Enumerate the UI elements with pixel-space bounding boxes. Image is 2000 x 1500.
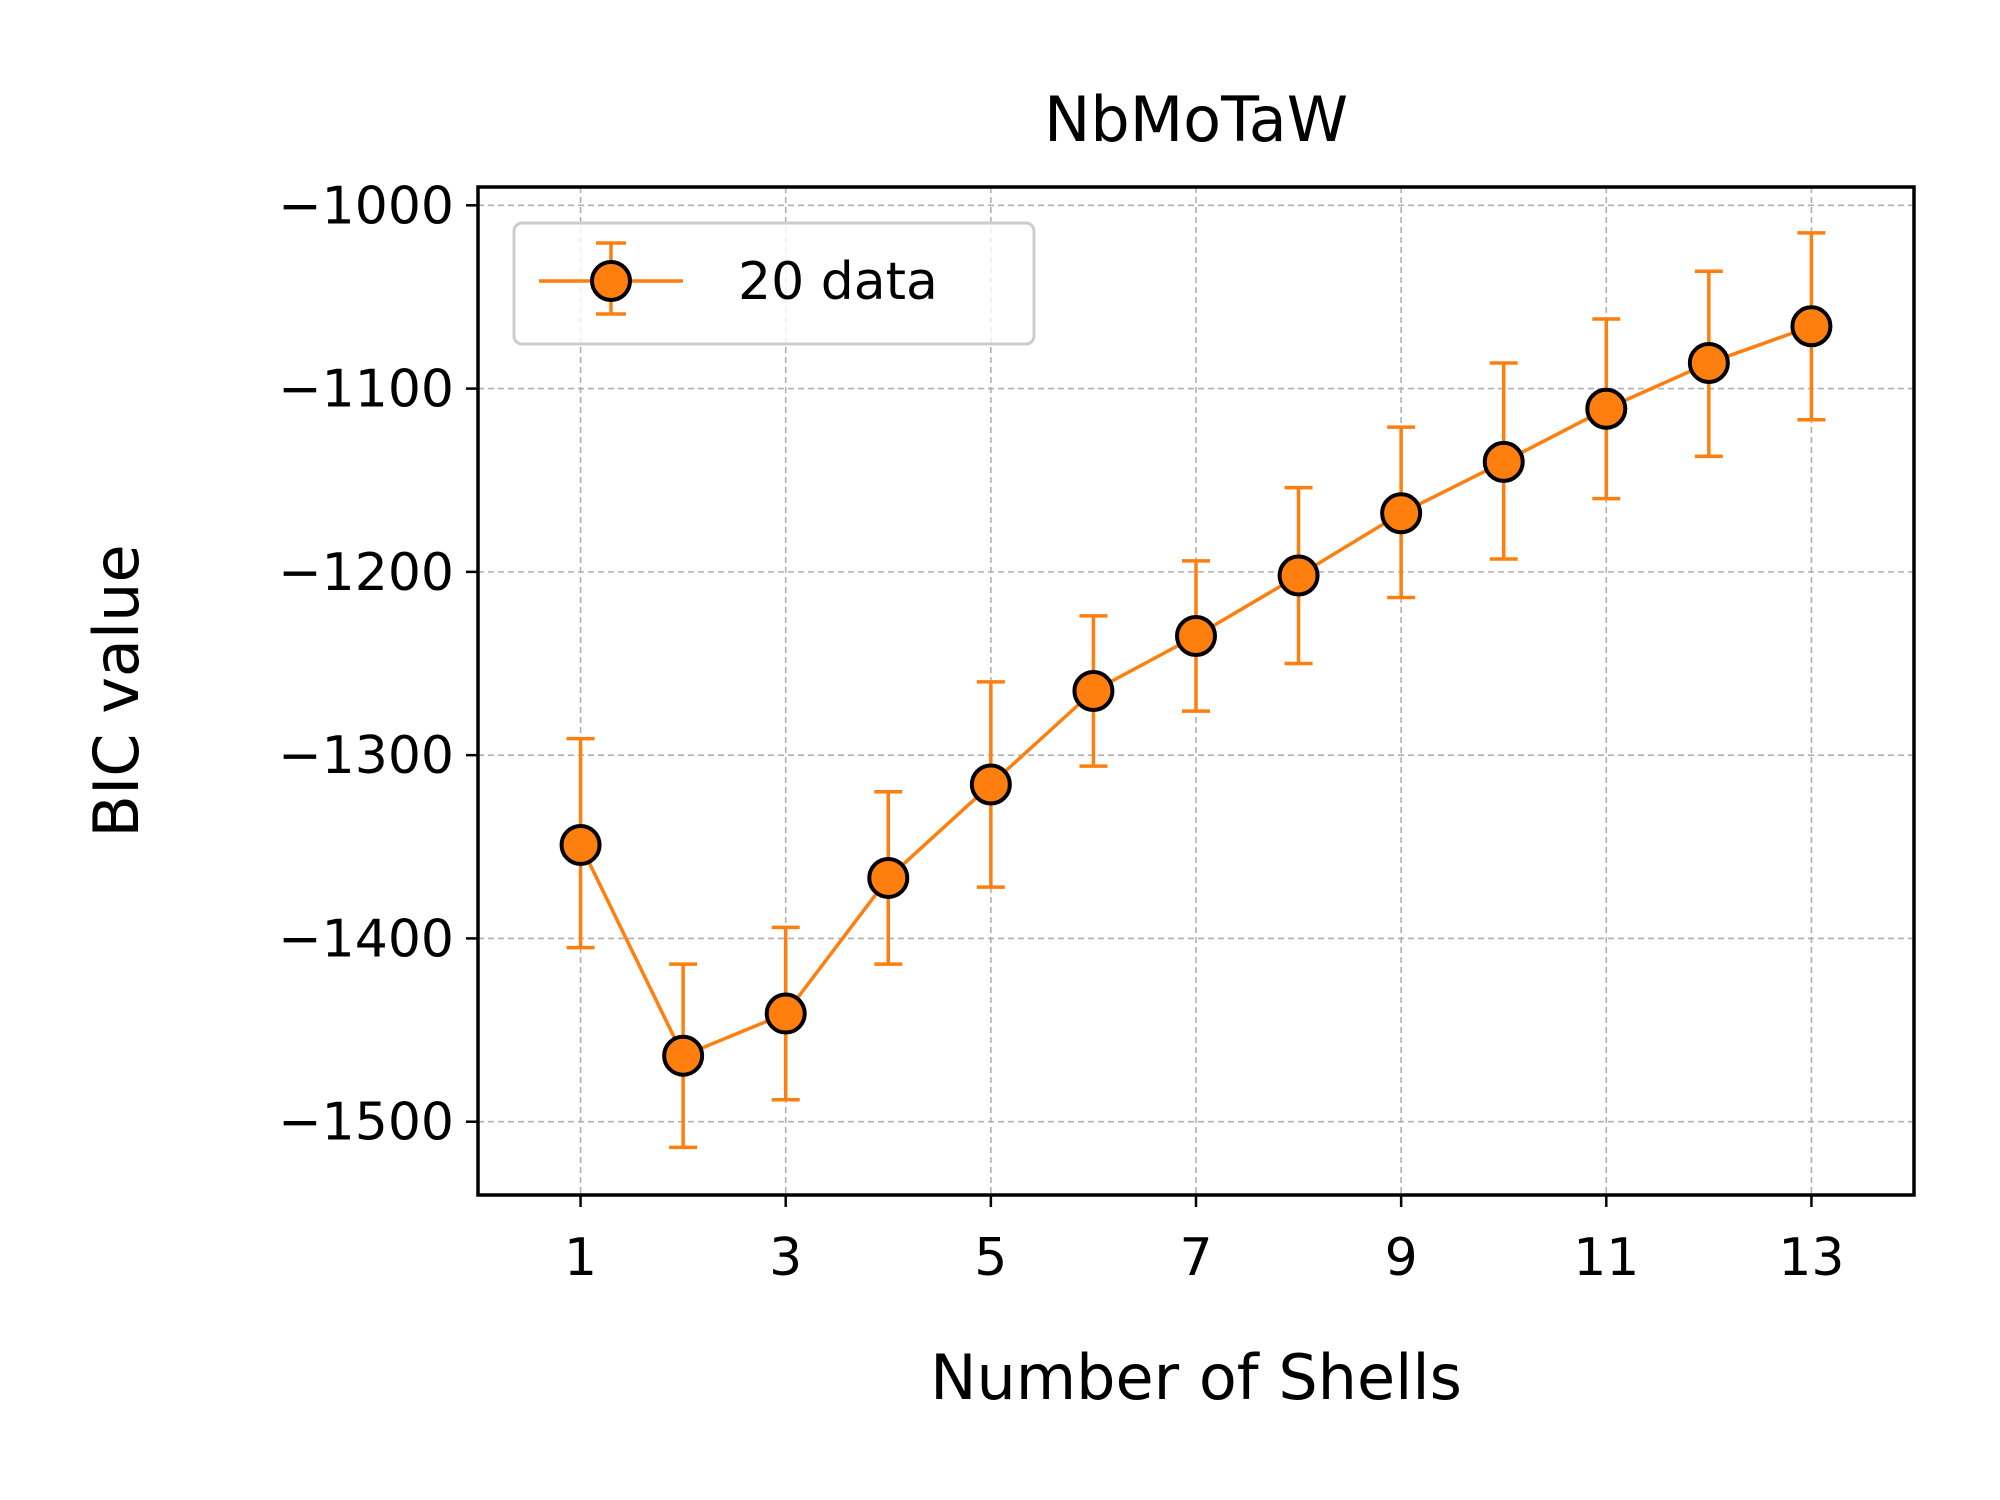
y-tick-label: −1400: [278, 909, 454, 969]
x-tick-label: 5: [974, 1228, 1007, 1288]
legend-box: [512, 221, 1036, 346]
legend-marker: [590, 260, 632, 302]
chart-title: NbMoTaW: [1044, 83, 1348, 156]
data-point: [969, 763, 1012, 806]
y-tick-label: −1500: [278, 1093, 454, 1153]
data-point: [662, 1034, 705, 1077]
x-tick-label: 11: [1573, 1228, 1639, 1288]
legend: 20 data: [512, 221, 1036, 346]
data-point: [1482, 440, 1525, 483]
x-axis-label: Number of Shells: [930, 1341, 1462, 1414]
y-tick-label: −1100: [278, 360, 454, 420]
data-point: [1585, 387, 1628, 430]
x-tick-label: 13: [1778, 1228, 1844, 1288]
legend-label: 20 data: [738, 252, 938, 312]
data-point: [1277, 554, 1320, 597]
data-point: [764, 992, 807, 1035]
data-point: [867, 856, 910, 899]
y-tick-label: −1300: [278, 726, 454, 786]
data-point: [1072, 670, 1115, 712]
data-point: [1175, 615, 1217, 658]
y-axis-label: BIC value: [80, 544, 153, 837]
data-point: [559, 823, 602, 866]
y-tick-label: −1000: [278, 176, 454, 236]
data-point: [1790, 305, 1833, 348]
x-tick-label: 9: [1385, 1228, 1418, 1288]
data-series: [559, 231, 1833, 1150]
axis-ticks: 1 3 5 7 9 11 13−1000−1100−1200−1300−1400−1500: [278, 176, 1844, 1288]
data-point: [1380, 492, 1423, 535]
y-tick-label: −1200: [278, 543, 454, 603]
x-tick-label: 1: [564, 1228, 597, 1288]
data-point: [1687, 341, 1730, 384]
x-tick-label: 3: [769, 1228, 802, 1288]
x-tick-label: 7: [1179, 1228, 1212, 1288]
